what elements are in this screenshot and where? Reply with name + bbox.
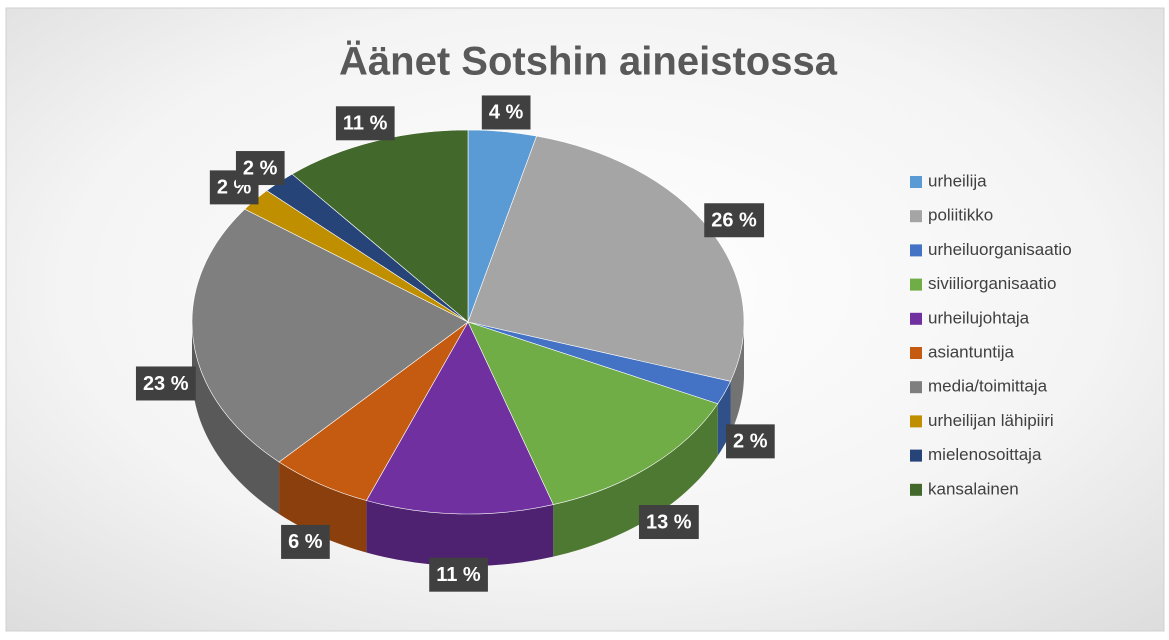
legend-label: urheilujohtaja: [928, 308, 1030, 327]
data-label-box: [335, 106, 395, 141]
legend-label: urheiluorganisaatio: [928, 240, 1072, 259]
legend-swatch: [910, 176, 922, 188]
slice-side: [192, 322, 280, 514]
legend-swatch: [910, 415, 922, 428]
data-label-box: [726, 424, 775, 459]
data-label-text: 2 %: [243, 157, 278, 179]
data-label-box: [704, 203, 765, 238]
data-label-box: [638, 505, 699, 540]
data-label: 26 %: [704, 203, 765, 238]
data-label-box: [429, 557, 488, 592]
legend-label: urheilija: [928, 171, 987, 190]
legend-label: siviiliorganisaatio: [928, 274, 1057, 293]
legend-label: urheilijan lähipiiri: [928, 411, 1054, 430]
legend-swatch: [910, 449, 922, 462]
legend-swatch: [910, 278, 922, 291]
data-label: 4 %: [481, 95, 531, 130]
legend-label: asiantuntija: [928, 342, 1015, 361]
slice: [191, 208, 469, 463]
data-label-text: 2 %: [733, 431, 768, 453]
data-label-box: [281, 524, 330, 559]
legend-label: poliitikko: [928, 206, 993, 225]
data-label-text: 11 %: [343, 113, 388, 135]
data-label: 11 %: [429, 557, 488, 592]
legend-swatch: [910, 381, 922, 394]
data-label: 23 %: [135, 366, 196, 401]
data-label-text: 6 %: [288, 531, 323, 553]
data-label: 2 %: [235, 151, 285, 186]
legend-swatch: [910, 312, 922, 325]
data-label-box: [135, 366, 196, 401]
legend-swatch: [910, 210, 922, 223]
slice-side: [366, 500, 554, 566]
legend-label: kansalainen: [928, 479, 1019, 498]
slice: [291, 129, 469, 323]
data-label-text: 13 %: [646, 511, 692, 533]
data-label: 13 %: [638, 505, 699, 540]
data-label-text: 11 %: [436, 564, 481, 586]
legend-swatch: [910, 244, 922, 257]
slice-side: [553, 403, 718, 557]
data-label-text: 23 %: [143, 373, 189, 395]
data-label-text: 26 %: [711, 210, 757, 232]
chart-title: Äänet Sotshin aineistossa: [339, 40, 838, 84]
data-label-box: [235, 151, 285, 186]
slice-side: [730, 322, 744, 434]
legend-label: mielenosoittaja: [928, 445, 1042, 464]
slice-side: [279, 461, 367, 553]
data-label: 6 %: [281, 524, 330, 559]
data-label-text: 4 %: [489, 102, 524, 124]
data-label: 11 %: [335, 106, 395, 141]
data-label: 2 %: [726, 424, 775, 459]
slice: [365, 321, 554, 515]
data-label-box: [481, 95, 531, 130]
legend-swatch: [910, 483, 922, 496]
slice: [467, 321, 719, 505]
legend-swatch: [910, 347, 922, 359]
legend-label: media/toimittaja: [928, 377, 1048, 396]
